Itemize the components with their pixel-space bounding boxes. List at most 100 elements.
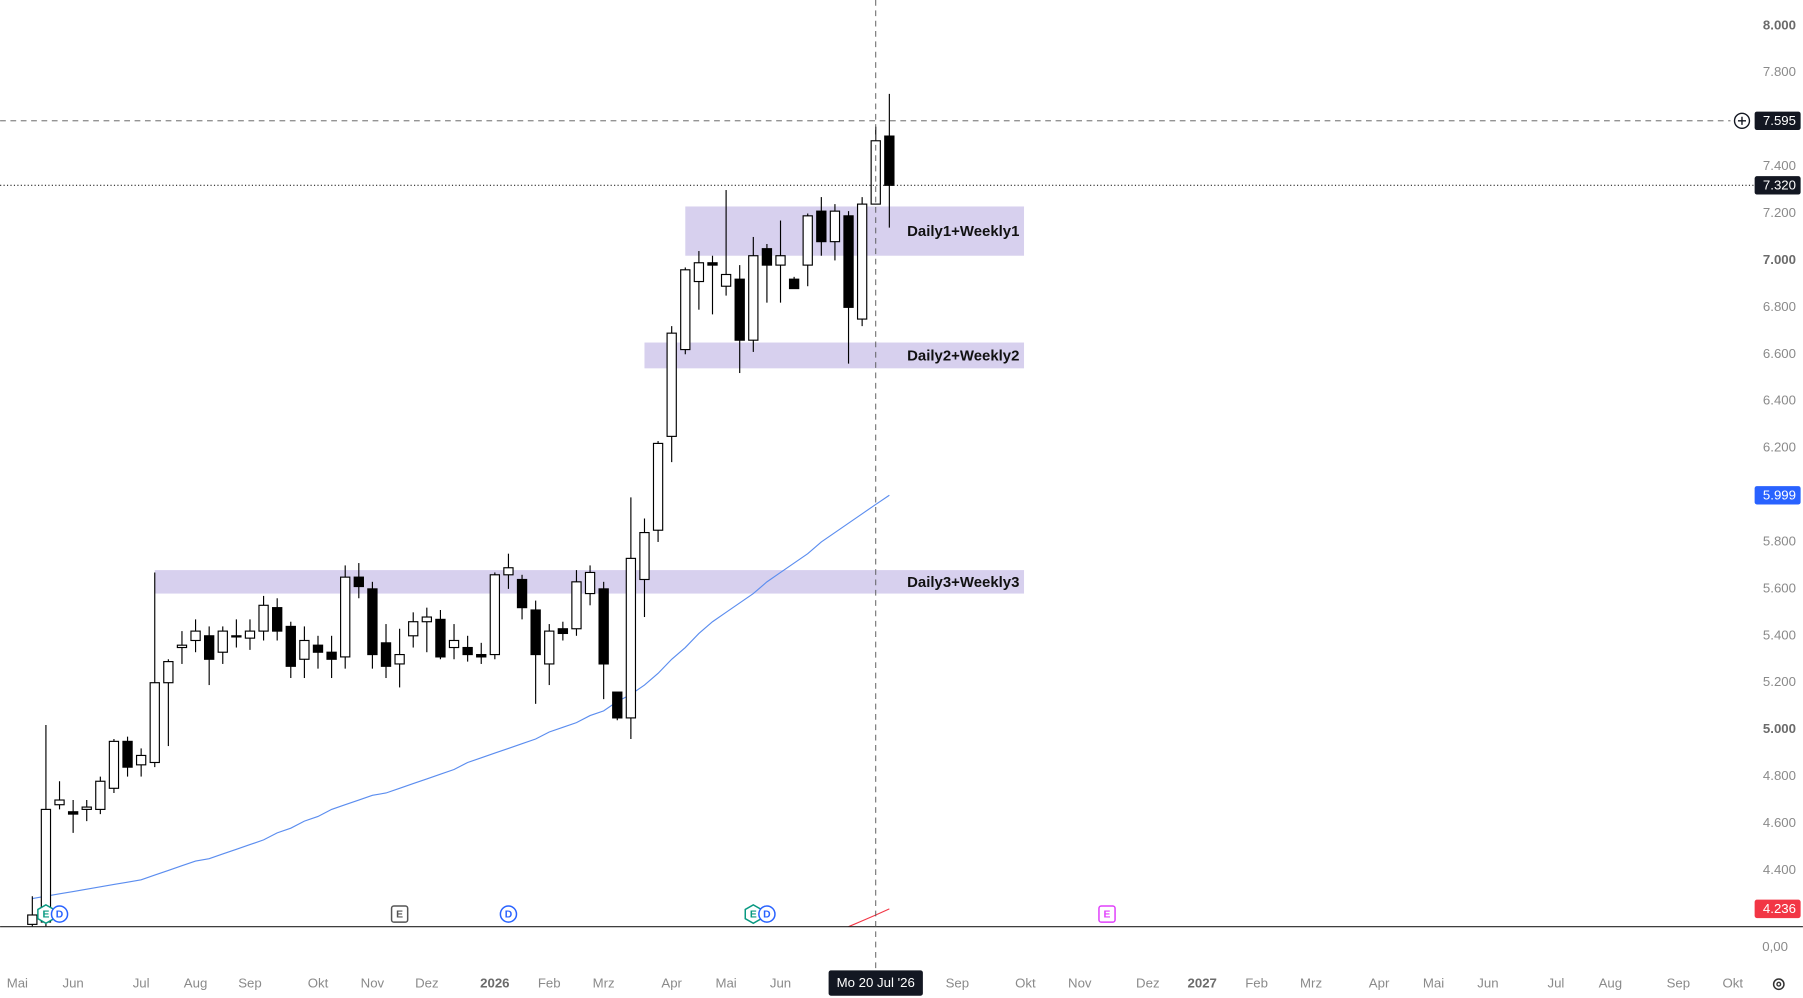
event-marker (499, 905, 518, 923)
x-tick-label: Nov (1068, 976, 1092, 991)
event-label: D (505, 909, 513, 920)
candle-body (408, 621, 419, 637)
zone (644, 342, 1025, 369)
x-tick-label: 2026 (480, 976, 509, 991)
event-marker (1098, 905, 1116, 923)
x-tick-label: Mai (715, 976, 736, 991)
price-tag (1754, 111, 1801, 131)
candle-body (95, 780, 106, 810)
crosshair-x-tag (828, 970, 923, 996)
x-tick-label: Mrz (593, 976, 615, 991)
gear[interactable] (1772, 978, 1785, 991)
candle-body (421, 616, 432, 623)
candle-body (489, 574, 501, 656)
event-marker (390, 905, 409, 923)
candle-body (353, 576, 364, 588)
moving-average (32, 494, 890, 900)
event-label: D (763, 909, 771, 920)
zone-label: Daily2+Weekly2 (907, 348, 1019, 365)
candle-body (612, 691, 623, 719)
candle-body (707, 262, 718, 266)
y-tick-label: 6.600 (1763, 346, 1796, 361)
y-tick-label: 4.600 (1763, 815, 1796, 830)
candle-body (734, 278, 745, 341)
x-tick-label: Apr (661, 976, 682, 991)
x-tick-label: Apr (1369, 976, 1390, 991)
candle-body (816, 210, 827, 243)
price-tag-label: 7.320 (1763, 177, 1796, 192)
x-tick-label: Jun (1477, 976, 1498, 991)
zone (685, 206, 1025, 256)
y-tick-label: 5.000 (1763, 721, 1796, 736)
candle-body (856, 203, 868, 320)
candle-body (843, 215, 854, 308)
candle-body (516, 578, 528, 609)
candle-body (122, 740, 133, 768)
y-tick-label: 5.400 (1763, 627, 1796, 642)
candle-body (680, 269, 691, 351)
plot-area: Daily1+Weekly1 Daily2+Weekly2 Daily3+Weekl… (27, 93, 1025, 927)
x-tick-label: Jul (1547, 976, 1564, 991)
x-tick-label: Okt (1015, 976, 1036, 991)
x-tick-label: Jul (133, 976, 150, 991)
event-label: E (750, 909, 757, 920)
x-tick-label: Mai (1423, 976, 1444, 991)
candle-body (203, 635, 215, 660)
candle-body (748, 255, 759, 341)
candle-body (244, 630, 256, 639)
y-tick-label: 5.600 (1763, 580, 1796, 595)
crosshair-x-label: Mo 20 Jul '26 (837, 975, 915, 990)
x-tick-label: Dez (415, 976, 439, 991)
candle-body (571, 581, 582, 630)
x-tick-label: Sep (238, 976, 262, 991)
candle-body (435, 618, 446, 658)
candle-body (326, 651, 337, 660)
candle-body (584, 571, 596, 595)
x-tick-label: Sep (946, 976, 970, 991)
x-tick-label: Dez (1136, 976, 1160, 991)
zone-label: Daily1+Weekly1 (907, 223, 1019, 240)
candle-body (299, 639, 310, 660)
candle-body (503, 567, 514, 576)
candle-body (829, 210, 841, 243)
y-tick-label: 7.200 (1763, 205, 1796, 220)
candle-body (217, 630, 228, 653)
x-tick-label: Feb (538, 976, 561, 991)
candle-body (340, 576, 351, 658)
candle-body (802, 215, 813, 266)
price-tag (1754, 899, 1801, 919)
candle-body (652, 442, 664, 531)
y-tick-label: 5.800 (1763, 533, 1796, 548)
candle-body (462, 646, 473, 656)
x-tick-label: Okt (1722, 976, 1743, 991)
y-tick-label: 5.200 (1763, 674, 1796, 689)
candle-body (476, 653, 487, 658)
x-tick-label: Mai (7, 976, 28, 991)
gear-center[interactable] (1776, 981, 1782, 987)
candle-body (380, 642, 392, 667)
candle-body (625, 557, 637, 719)
candle-body (27, 914, 38, 925)
price-tag-label: 5.999 (1763, 487, 1796, 502)
candle-body (54, 799, 65, 806)
candle-body (394, 653, 405, 665)
candle-body (367, 588, 378, 656)
event-label: E (42, 909, 49, 920)
y-tick-label: 7.800 (1763, 64, 1796, 79)
y-tick-label: 6.800 (1763, 299, 1796, 314)
red-line (848, 908, 890, 927)
candle-body (870, 140, 881, 205)
y-tick-label: 8.000 (1763, 17, 1796, 32)
settings-icon[interactable] (1772, 978, 1785, 991)
event-label: E (1104, 909, 1111, 920)
event-label: D (56, 909, 64, 920)
x-tick-label: Jun (770, 976, 791, 991)
x-tick-label: Jun (62, 976, 83, 991)
y-tick-label: 6.200 (1763, 440, 1796, 455)
x-tick-label: Aug (184, 976, 208, 991)
price-tag (1754, 486, 1801, 505)
x-tick-label: Nov (361, 976, 385, 991)
